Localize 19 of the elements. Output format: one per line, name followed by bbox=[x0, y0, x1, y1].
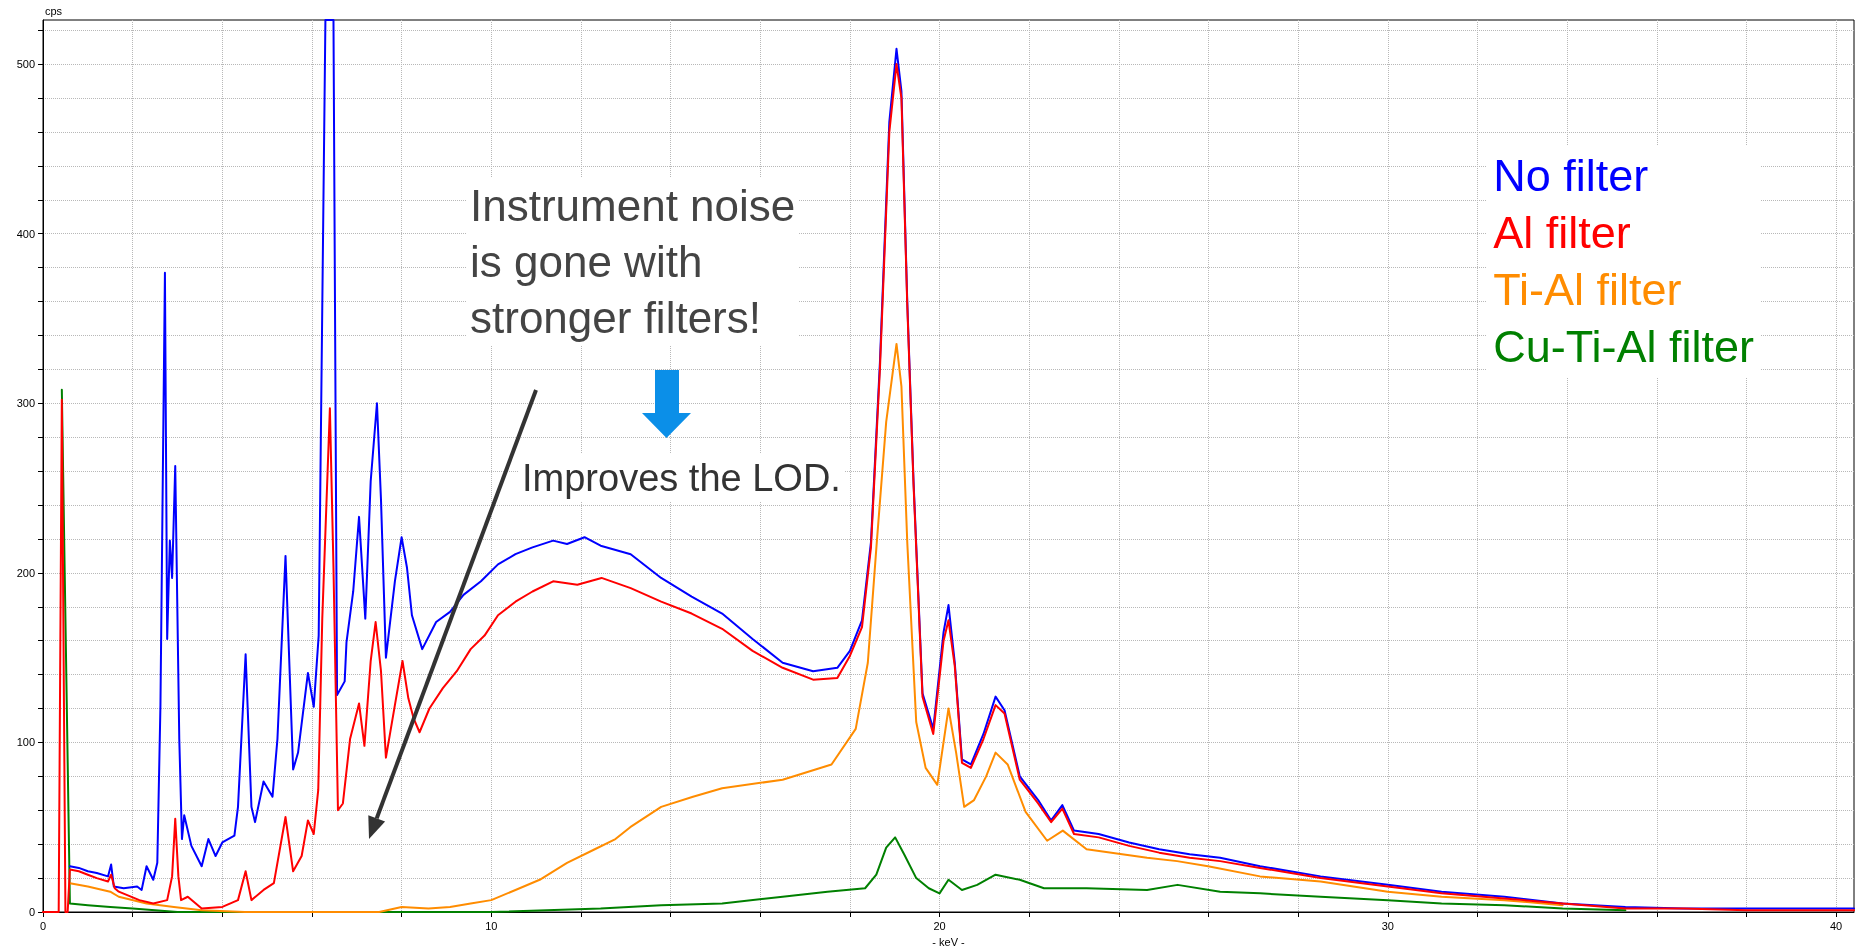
x-tick-label: 30 bbox=[1381, 919, 1394, 932]
x-tick-label: 10 bbox=[485, 919, 498, 932]
y-axis-title: cps bbox=[45, 4, 63, 17]
x-axis-title: - keV - bbox=[932, 935, 966, 948]
x-tick-label: 20 bbox=[933, 919, 946, 932]
y-tick-label: 400 bbox=[16, 227, 35, 240]
text: Al filter bbox=[1493, 207, 1631, 258]
x-tick-label: 40 bbox=[1829, 919, 1843, 932]
text: Cu-Ti-Al filter bbox=[1493, 321, 1755, 372]
y-tick-label: 300 bbox=[16, 397, 35, 410]
y-tick-label: 0 bbox=[28, 906, 35, 918]
text: Ti-Al filter bbox=[1493, 264, 1682, 315]
annotation: Improves the LOD. bbox=[518, 454, 845, 502]
y-tick-label: 500 bbox=[16, 58, 35, 71]
x-tick-label: 0 bbox=[39, 919, 47, 932]
y-tick-label: 100 bbox=[16, 736, 35, 749]
annotation: Instrument noise is gone with stronger filters! bbox=[466, 178, 800, 346]
text: No filter bbox=[1493, 150, 1649, 201]
y-tick-label: 200 bbox=[16, 566, 35, 579]
